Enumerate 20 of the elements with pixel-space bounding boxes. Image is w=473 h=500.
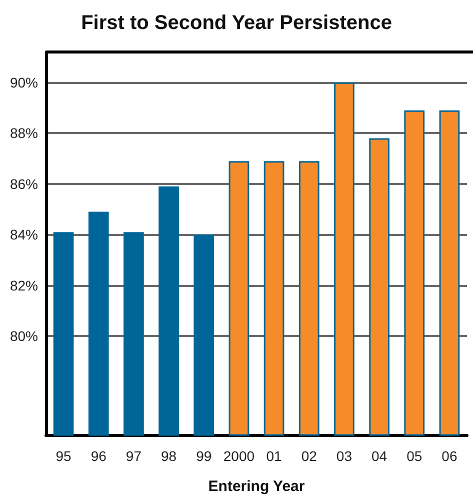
x-tick-label: 99 bbox=[196, 448, 212, 464]
y-tick-label: 88% bbox=[10, 125, 38, 142]
x-tick-label: 96 bbox=[90, 448, 107, 464]
y-tick-label: 86% bbox=[10, 176, 38, 192]
y-tick-label: 84% bbox=[10, 226, 38, 243]
x-tick-label: 06 bbox=[442, 448, 458, 464]
x-tick-label: 05 bbox=[406, 448, 422, 464]
x-tick-label: 01 bbox=[266, 448, 282, 464]
x-tick-label: 02 bbox=[301, 448, 318, 464]
x-axis-title: Entering Year bbox=[208, 478, 305, 495]
y-tick-label: 80% bbox=[10, 328, 38, 344]
chart-title: First to Second Year Persistence bbox=[81, 12, 392, 34]
x-tick-label: 04 bbox=[372, 448, 388, 464]
x-tick-label: 95 bbox=[56, 448, 72, 464]
x-tick-label: 2000 bbox=[223, 448, 255, 464]
y-tick-label: 82% bbox=[10, 277, 38, 294]
x-tick-label: 97 bbox=[126, 448, 142, 464]
x-tick-label: 03 bbox=[336, 448, 352, 464]
y-tick-label: 90% bbox=[10, 74, 38, 90]
x-tick-label: 98 bbox=[161, 448, 177, 464]
